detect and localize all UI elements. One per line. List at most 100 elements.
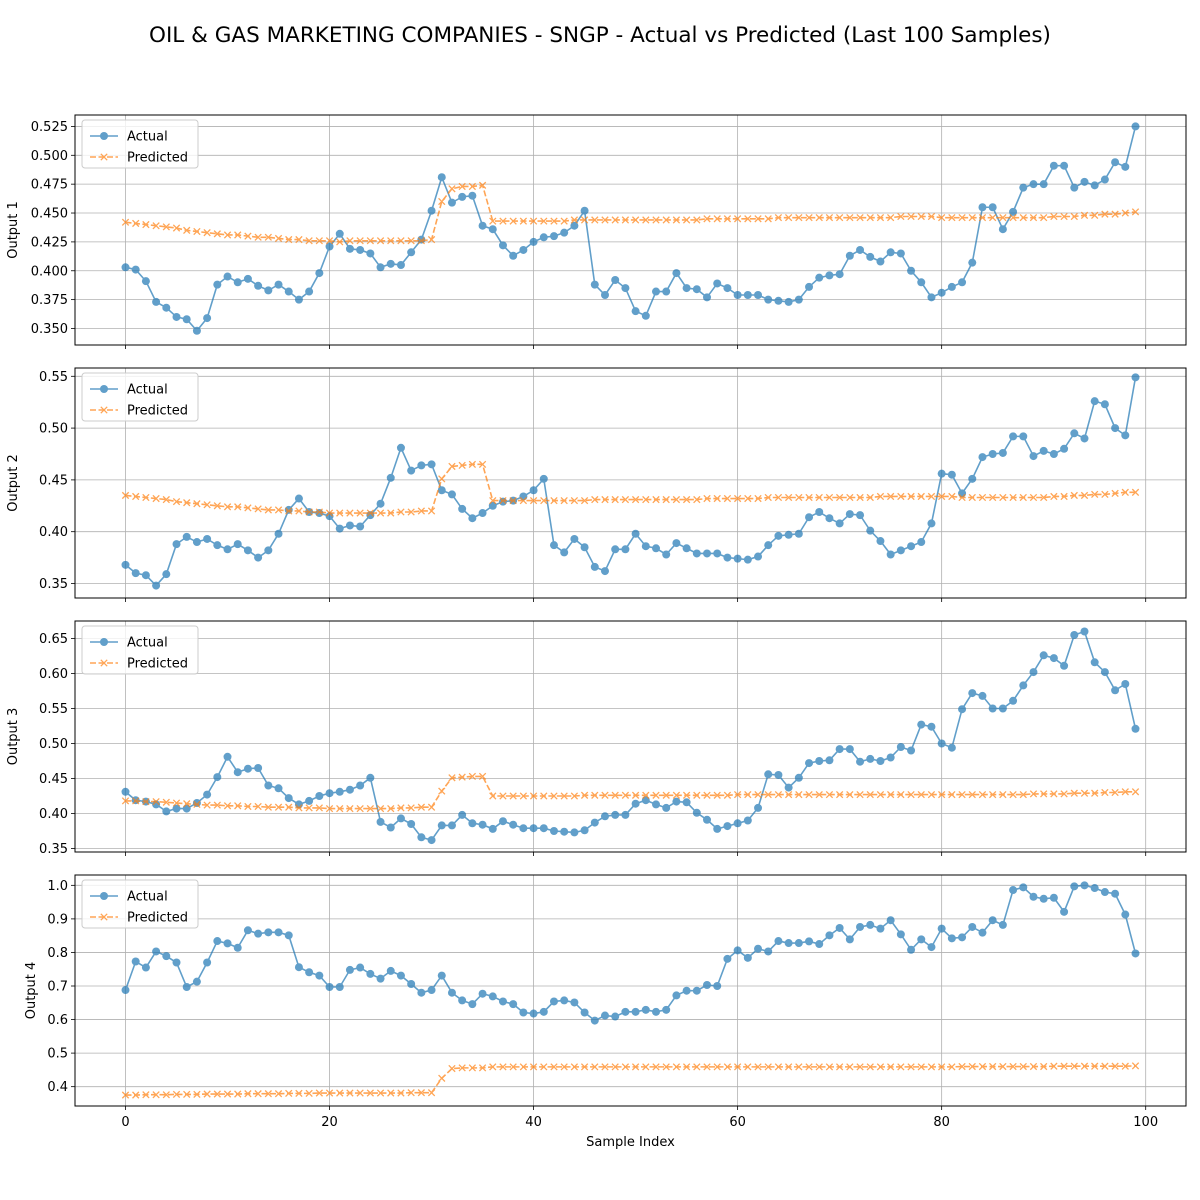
data-point-actual <box>764 947 773 956</box>
data-point-predicted <box>876 1063 885 1071</box>
data-point-predicted <box>1070 789 1078 797</box>
data-point-actual <box>937 739 946 748</box>
data-point-predicted <box>938 492 946 501</box>
data-point-actual <box>213 937 222 946</box>
data-point-predicted <box>1070 212 1078 221</box>
data-point-actual <box>907 746 916 755</box>
data-point-actual <box>825 271 834 280</box>
data-point-actual <box>611 1012 620 1021</box>
data-point-predicted <box>540 217 548 225</box>
data-point-actual <box>233 278 242 287</box>
data-point-actual <box>662 803 671 812</box>
gridlines <box>75 115 1186 345</box>
data-point-actual <box>386 473 395 482</box>
data-point-predicted <box>397 804 405 812</box>
x-tick-label: 60 <box>729 1115 746 1130</box>
data-point-actual <box>223 939 232 948</box>
legend-box <box>81 372 199 422</box>
data-point-predicted <box>927 212 936 221</box>
data-point-actual <box>152 947 161 956</box>
data-point-predicted <box>693 216 701 224</box>
data-point-predicted <box>285 507 293 515</box>
data-point-actual <box>672 539 681 548</box>
data-point-actual <box>447 821 456 830</box>
data-point-actual <box>1009 207 1018 216</box>
data-point-predicted <box>652 791 660 799</box>
data-point-actual <box>458 810 467 819</box>
data-point-predicted <box>805 1063 813 1071</box>
data-point-predicted <box>346 804 354 813</box>
series-line-predicted <box>125 1065 1136 1096</box>
data-point-predicted <box>244 802 252 811</box>
data-point-predicted <box>489 217 497 225</box>
data-point-actual <box>580 543 589 552</box>
series-line-actual <box>124 630 1137 842</box>
data-point-predicted <box>315 237 323 245</box>
y-tick-label: 0.475 <box>31 178 68 193</box>
data-point-actual <box>1131 724 1140 733</box>
data-point-predicted <box>989 213 997 222</box>
data-point-actual <box>733 946 742 955</box>
data-point-predicted <box>550 496 558 505</box>
data-point-predicted <box>1040 493 1048 502</box>
data-point-predicted <box>662 1063 670 1071</box>
data-point-actual <box>835 745 844 754</box>
data-point-actual <box>856 245 865 254</box>
data-point-actual <box>947 282 956 291</box>
data-point-predicted <box>815 493 823 502</box>
data-point-actual <box>754 803 763 812</box>
data-point-actual <box>1080 177 1089 186</box>
data-point-predicted <box>927 1063 936 1071</box>
data-point-actual <box>1070 631 1079 639</box>
data-point-actual <box>917 278 926 287</box>
data-point-actual <box>743 816 752 825</box>
data-point-predicted <box>754 1063 762 1071</box>
data-point-actual <box>519 492 528 501</box>
y-tick-label: 0.8 <box>47 946 68 961</box>
data-point-actual <box>284 287 293 296</box>
data-point-actual <box>611 545 620 554</box>
data-point-actual <box>1090 884 1099 893</box>
data-point-actual <box>529 237 538 246</box>
data-point-actual <box>356 245 365 254</box>
data-point-actual <box>754 552 763 561</box>
data-point-predicted <box>295 804 303 812</box>
data-point-predicted <box>825 790 834 799</box>
series-line-predicted <box>125 184 1136 243</box>
legend-marker-x <box>100 406 108 414</box>
data-point-actual <box>1009 886 1018 895</box>
data-point-predicted <box>1060 212 1068 221</box>
data-point-predicted <box>703 1063 711 1071</box>
data-point-predicted <box>1080 789 1089 797</box>
data-point-actual <box>427 986 436 995</box>
data-point-actual <box>743 953 752 962</box>
data-point-actual <box>886 550 895 559</box>
legend-box <box>81 879 199 929</box>
y-tick-label: 0.35 <box>39 577 68 592</box>
data-point-actual <box>376 817 385 826</box>
x-tick-label: 0 <box>121 1115 129 1130</box>
data-point-actual <box>917 935 926 944</box>
gridlines <box>75 368 1186 598</box>
data-point-actual <box>498 497 507 506</box>
data-point-predicted <box>223 802 232 810</box>
data-point-actual <box>468 1000 477 1009</box>
data-point-actual <box>672 991 681 1000</box>
data-point-actual <box>825 514 834 523</box>
data-point-actual <box>570 998 579 1007</box>
data-point-predicted <box>978 790 987 799</box>
data-point-actual <box>988 704 997 713</box>
data-point-predicted <box>744 1063 752 1071</box>
data-point-predicted <box>784 493 793 502</box>
legend-marker-x <box>100 659 108 667</box>
data-point-predicted <box>172 497 181 506</box>
data-point-actual <box>437 173 446 182</box>
data-point-predicted <box>234 231 242 239</box>
data-point-actual <box>366 969 375 978</box>
data-point-predicted <box>1060 790 1068 798</box>
data-point-predicted <box>366 804 375 813</box>
data-point-predicted <box>968 1062 976 1071</box>
data-point-predicted <box>917 1063 925 1071</box>
data-point-actual <box>468 819 477 828</box>
data-point-predicted <box>468 772 477 781</box>
